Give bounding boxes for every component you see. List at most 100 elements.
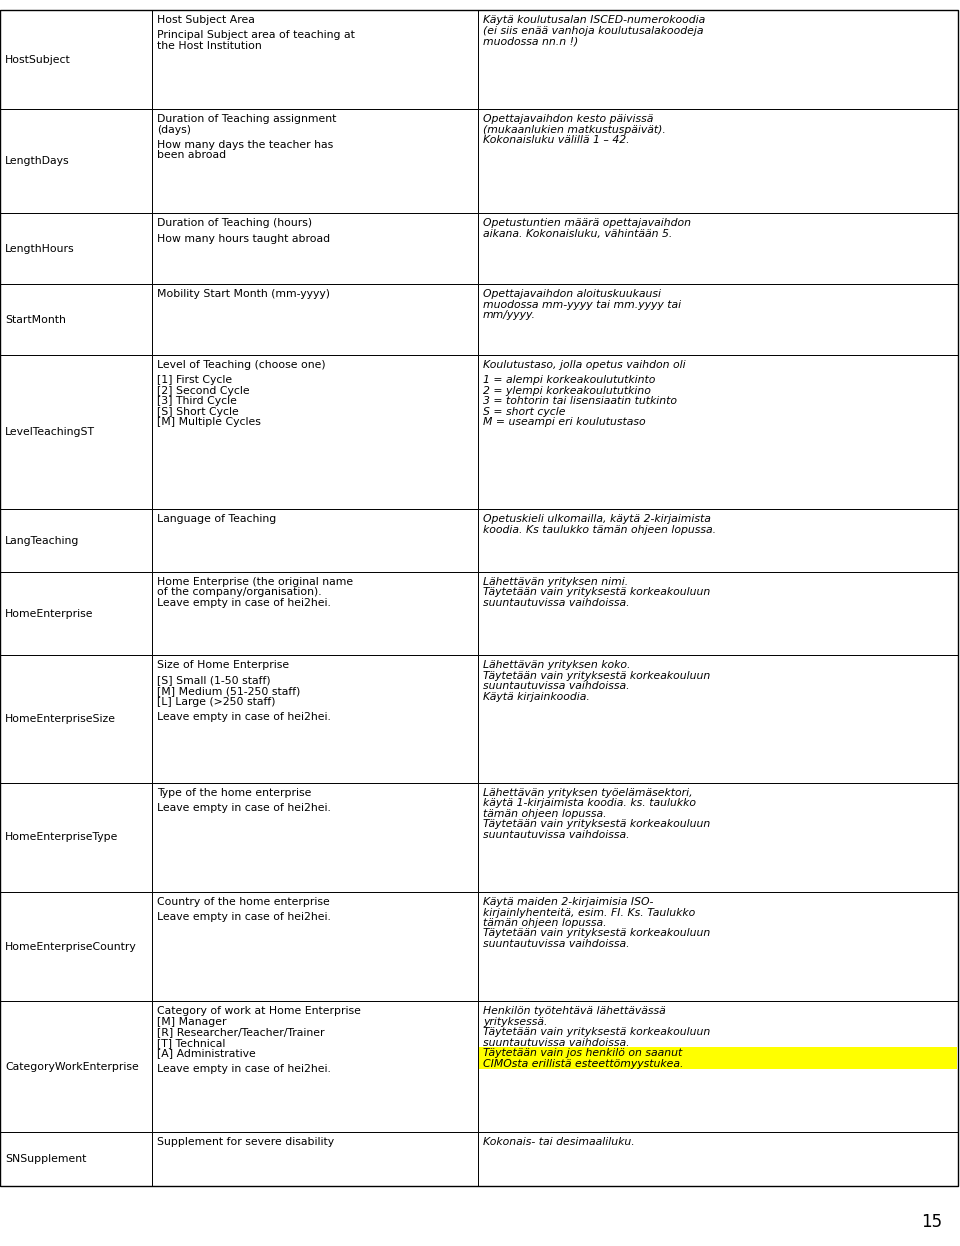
Text: [S] Small (1-50 staff): [S] Small (1-50 staff) (157, 675, 271, 685)
Text: StartMonth: StartMonth (5, 315, 66, 325)
Text: yrityksessä.: yrityksessä. (483, 1017, 547, 1027)
Text: [M] Multiple Cycles: [M] Multiple Cycles (157, 417, 261, 427)
Text: suuntautuvissa vaihdoissa.: suuntautuvissa vaihdoissa. (483, 1038, 630, 1048)
Text: HomeEnterpriseType: HomeEnterpriseType (5, 832, 118, 842)
Text: aikana. Kokonaisluku, vähintään 5.: aikana. Kokonaisluku, vähintään 5. (483, 229, 672, 239)
Bar (0, 572, 152, 655)
Text: Level of Teaching (choose one): Level of Teaching (choose one) (157, 360, 325, 370)
Text: Henkilön työtehtävä lähettävässä: Henkilön työtehtävä lähettävässä (483, 1007, 665, 1017)
Text: 15: 15 (921, 1214, 942, 1231)
Text: HostSubject: HostSubject (5, 55, 71, 65)
Text: Opettajavaihdon aloituskuukausi: Opettajavaihdon aloituskuukausi (483, 289, 661, 299)
Bar (0, 1002, 152, 1131)
Bar (478, 1131, 958, 1186)
Text: suuntautuvissa vaihdoissa.: suuntautuvissa vaihdoissa. (483, 939, 630, 949)
Bar (0, 892, 152, 1002)
Text: Lähettävän yrityksen nimi.: Lähettävän yrityksen nimi. (483, 577, 628, 587)
Bar (0, 213, 152, 284)
Text: Käytä kirjainkoodia.: Käytä kirjainkoodia. (483, 692, 589, 701)
Text: Kokonaisluku välillä 1 – 42.: Kokonaisluku välillä 1 – 42. (483, 135, 630, 145)
Text: LevelTeachingST: LevelTeachingST (5, 427, 95, 437)
Bar (478, 1002, 958, 1131)
Bar (478, 10, 958, 110)
Text: 1 = alempi korkeakoulututkinto: 1 = alempi korkeakoulututkinto (483, 375, 656, 385)
Bar (0, 1131, 152, 1186)
Text: 2 = ylempi korkeakoulututkino: 2 = ylempi korkeakoulututkino (483, 386, 651, 396)
Text: HomeEnterpriseCountry: HomeEnterpriseCountry (5, 942, 136, 952)
Text: Duration of Teaching (hours): Duration of Teaching (hours) (157, 218, 312, 228)
Text: CategoryWorkEnterprise: CategoryWorkEnterprise (5, 1062, 139, 1072)
Bar (152, 782, 478, 892)
Text: Leave empty in case of hei2hei.: Leave empty in case of hei2hei. (157, 912, 331, 922)
Text: [T] Technical: [T] Technical (157, 1038, 226, 1048)
Bar (152, 1131, 478, 1186)
Bar (478, 510, 958, 572)
Text: Opetustuntien määrä opettajavaihdon: Opetustuntien määrä opettajavaihdon (483, 218, 691, 228)
Text: Täytetään vain yrityksestä korkeakouluun: Täytetään vain yrityksestä korkeakouluun (483, 928, 710, 938)
Bar (152, 284, 478, 355)
Text: Lähettävän yrityksen koko.: Lähettävän yrityksen koko. (483, 660, 631, 670)
Text: (ei siis enää vanhoja koulutusalakoodeja: (ei siis enää vanhoja koulutusalakoodeja (483, 25, 704, 35)
Text: Host Subject Area: Host Subject Area (157, 15, 254, 25)
Text: (days): (days) (157, 125, 191, 135)
Text: muodossa mm-yyyy tai mm.yyyy tai: muodossa mm-yyyy tai mm.yyyy tai (483, 300, 682, 310)
Bar (478, 782, 958, 892)
Bar (0, 284, 152, 355)
Text: Täytetään vain yrityksestä korkeakouluun: Täytetään vain yrityksestä korkeakouluun (483, 587, 710, 597)
Bar (478, 284, 958, 355)
Text: Country of the home enterprise: Country of the home enterprise (157, 897, 329, 907)
Bar (152, 572, 478, 655)
Text: [2] Second Cycle: [2] Second Cycle (157, 386, 250, 396)
Bar (478, 572, 958, 655)
Text: mm/yyyy.: mm/yyyy. (483, 310, 536, 320)
Text: [S] Short Cycle: [S] Short Cycle (157, 406, 239, 417)
Text: Mobility Start Month (mm-yyyy): Mobility Start Month (mm-yyyy) (157, 289, 330, 299)
Text: käytä 1-kirjaimista koodia. ks. taulukko: käytä 1-kirjaimista koodia. ks. taulukko (483, 797, 696, 809)
Bar (478, 355, 958, 510)
Bar (152, 510, 478, 572)
Bar (478, 892, 958, 1002)
Text: kirjainlyhenteitä, esim. FI. Ks. Taulukko: kirjainlyhenteitä, esim. FI. Ks. Taulukk… (483, 907, 695, 917)
Text: LengthHours: LengthHours (5, 244, 75, 254)
Text: the Host Institution: the Host Institution (157, 41, 262, 51)
Text: Täytetään vain yrityksestä korkeakouluun: Täytetään vain yrityksestä korkeakouluun (483, 670, 710, 680)
Text: Käytä maiden 2-kirjaimisia ISO-: Käytä maiden 2-kirjaimisia ISO- (483, 897, 654, 907)
Bar (152, 110, 478, 213)
Text: [M] Medium (51-250 staff): [M] Medium (51-250 staff) (157, 687, 300, 697)
Text: (mukaanlukien matkustuspäivät).: (mukaanlukien matkustuspäivät). (483, 125, 666, 135)
Bar (478, 213, 958, 284)
Text: [R] Researcher/Teacher/Trainer: [R] Researcher/Teacher/Trainer (157, 1028, 324, 1038)
Text: Size of Home Enterprise: Size of Home Enterprise (157, 660, 289, 670)
Bar (152, 10, 478, 110)
Bar (152, 892, 478, 1002)
Text: muodossa nn.n !): muodossa nn.n !) (483, 36, 578, 46)
Bar (479, 1048, 957, 1059)
Text: [A] Administrative: [A] Administrative (157, 1048, 255, 1058)
Text: Opetuskieli ulkomailla, käytä 2-kirjaimista: Opetuskieli ulkomailla, käytä 2-kirjaimi… (483, 515, 710, 525)
Text: Leave empty in case of hei2hei.: Leave empty in case of hei2hei. (157, 598, 331, 608)
Text: Principal Subject area of teaching at: Principal Subject area of teaching at (157, 30, 355, 40)
Text: suuntautuvissa vaihdoissa.: suuntautuvissa vaihdoissa. (483, 830, 630, 840)
Text: tämän ohjeen lopussa.: tämän ohjeen lopussa. (483, 809, 607, 819)
Text: suuntautuvissa vaihdoissa.: suuntautuvissa vaihdoissa. (483, 682, 630, 692)
Bar (0, 782, 152, 892)
Text: tämän ohjeen lopussa.: tämän ohjeen lopussa. (483, 918, 607, 928)
Text: S = short cycle: S = short cycle (483, 406, 565, 417)
Text: HomeEnterpriseSize: HomeEnterpriseSize (5, 714, 116, 724)
Text: Koulutustaso, jolla opetus vaihdon oli: Koulutustaso, jolla opetus vaihdon oli (483, 360, 685, 370)
Text: Täytetään vain yrityksestä korkeakouluun: Täytetään vain yrityksestä korkeakouluun (483, 819, 710, 829)
Bar (152, 1002, 478, 1131)
Text: Täytetään vain jos henkilö on saanut: Täytetään vain jos henkilö on saanut (483, 1048, 683, 1058)
Text: Leave empty in case of hei2hei.: Leave empty in case of hei2hei. (157, 802, 331, 812)
Text: SNSupplement: SNSupplement (5, 1154, 86, 1164)
Text: [3] Third Cycle: [3] Third Cycle (157, 396, 237, 406)
Text: Duration of Teaching assignment: Duration of Teaching assignment (157, 115, 336, 125)
Text: Supplement for severe disability: Supplement for severe disability (157, 1136, 334, 1146)
Text: How many days the teacher has: How many days the teacher has (157, 140, 333, 150)
Text: Leave empty in case of hei2hei.: Leave empty in case of hei2hei. (157, 1064, 331, 1074)
Text: Language of Teaching: Language of Teaching (157, 515, 276, 525)
Bar (152, 213, 478, 284)
Text: Home Enterprise (the original name: Home Enterprise (the original name (157, 577, 353, 587)
Text: Käytä koulutusalan ISCED-numerokoodia: Käytä koulutusalan ISCED-numerokoodia (483, 15, 706, 25)
Text: Leave empty in case of hei2hei.: Leave empty in case of hei2hei. (157, 711, 331, 721)
